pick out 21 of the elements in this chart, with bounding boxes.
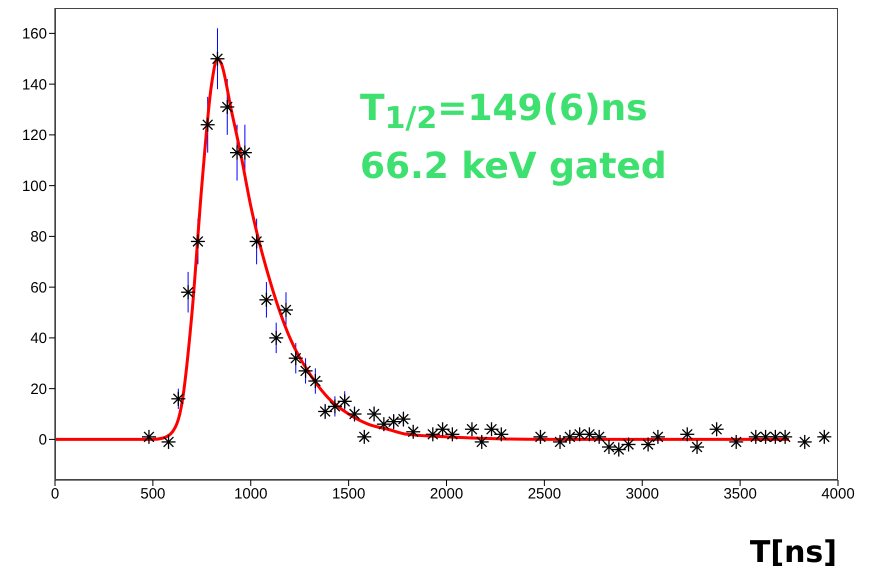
y-tick-label: 160: [22, 26, 47, 43]
x-tick-label: 1500: [332, 486, 366, 503]
y-tick-label: 140: [22, 76, 47, 94]
x-tick-label: 1000: [234, 486, 268, 503]
y-tick-label: 40: [30, 330, 47, 348]
x-tick-label: 0: [50, 486, 60, 503]
x-tick-label: 4000: [821, 486, 855, 503]
x-axis-title: T[ns]: [750, 535, 837, 570]
x-tick-label: 2000: [430, 486, 464, 503]
y-tick-label: 20: [30, 380, 47, 398]
x-tick-label: 3000: [626, 486, 659, 503]
x-tick-label: 2500: [528, 486, 562, 503]
y-tick-label: 100: [22, 178, 47, 195]
y-tick-label: 120: [22, 127, 47, 144]
annotation: T$_{1/2}$=149(6)ns: [360, 87, 649, 138]
x-tick-label: 500: [140, 486, 166, 503]
x-tick-label: 3500: [723, 486, 757, 503]
annotation: 66.2 keV gated: [360, 145, 667, 190]
y-tick-label: 80: [30, 228, 47, 246]
y-tick-label: 0: [38, 432, 47, 449]
y-tick-label: 60: [30, 279, 47, 296]
